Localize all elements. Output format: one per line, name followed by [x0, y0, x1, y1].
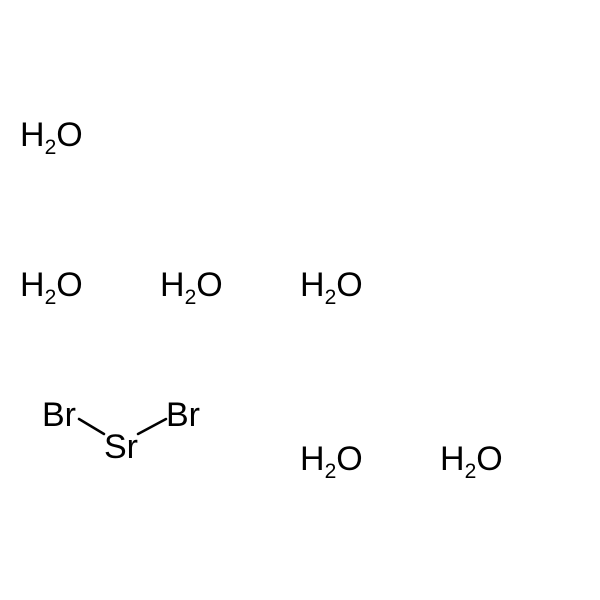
chemical-structure-diagram: H2O H2O H2O H2O H2O H2O Br Sr Br — [0, 0, 600, 600]
bond-sr-br-right — [138, 419, 166, 434]
bond-br-sr-left — [79, 419, 104, 434]
water-molecule-0: H2O — [20, 118, 83, 152]
water-molecule-5: H2O — [440, 442, 503, 476]
water-molecule-1: H2O — [20, 268, 83, 302]
atom-br-left: Br — [42, 398, 76, 432]
atom-sr: Sr — [104, 430, 138, 464]
atom-br-right: Br — [166, 398, 200, 432]
water-molecule-3: H2O — [300, 268, 363, 302]
water-molecule-4: H2O — [300, 442, 363, 476]
water-molecule-2: H2O — [160, 268, 223, 302]
